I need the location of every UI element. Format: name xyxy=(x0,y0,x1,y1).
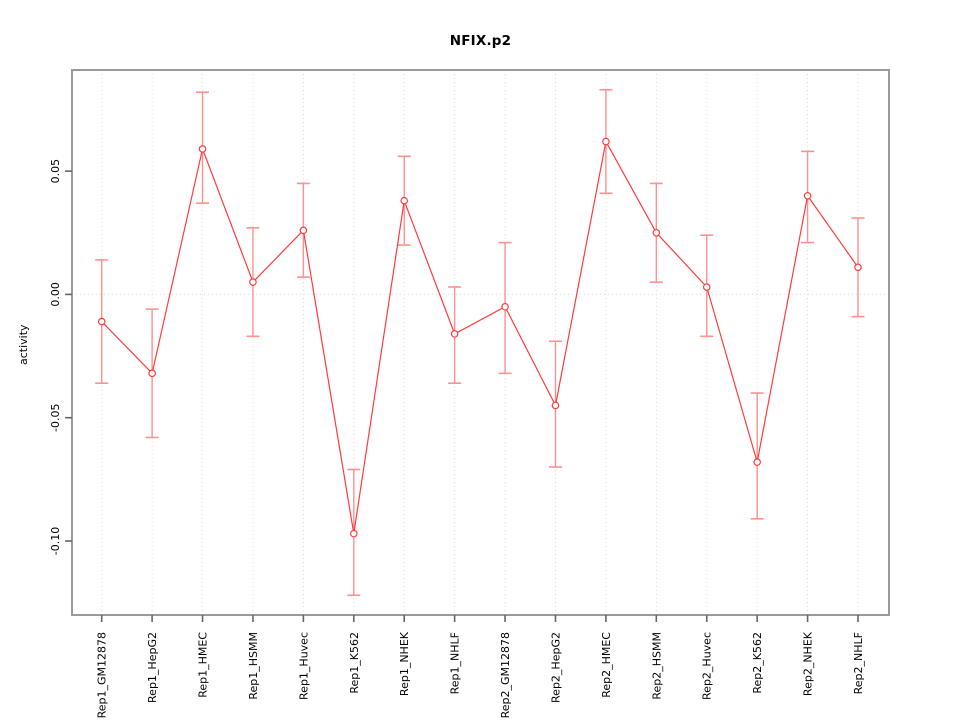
y-tick-label: -0.05 xyxy=(49,403,62,431)
x-tick-label: Rep2_NHLF xyxy=(852,632,865,694)
x-tick-label: Rep1_HepG2 xyxy=(146,632,159,703)
x-tick-label: Rep1_NHLF xyxy=(449,632,462,694)
y-tick-label: 0.00 xyxy=(49,282,62,307)
x-tick-label: Rep2_NHEK xyxy=(802,631,815,696)
chart-title: NFIX.p2 xyxy=(449,33,512,49)
x-tick-label: Rep2_HMEC xyxy=(600,632,613,698)
data-point xyxy=(148,369,156,378)
y-tick-label: -0.10 xyxy=(49,527,62,555)
x-tick-label: Rep2_GM12878 xyxy=(499,632,512,718)
y-tick-label: 0.05 xyxy=(49,159,62,184)
x-tick-label: Rep1_HMEC xyxy=(197,632,210,698)
x-tick-label: Rep2_Huvec xyxy=(701,632,714,700)
data-point xyxy=(702,283,711,291)
data-point xyxy=(803,191,812,200)
data-point xyxy=(97,317,106,326)
data-point xyxy=(652,228,661,237)
data-line xyxy=(101,139,859,534)
data-point xyxy=(753,458,761,466)
data-point xyxy=(400,196,409,205)
data-point xyxy=(349,529,358,538)
x-tick-label: Rep2_HepG2 xyxy=(549,632,562,703)
x-tick-label: Rep2_HSMM xyxy=(650,632,663,700)
x-tick-label: Rep1_GM12878 xyxy=(96,632,109,718)
x-tick-label: Rep1_K562 xyxy=(348,632,361,694)
data-point xyxy=(450,330,459,338)
data-point xyxy=(501,302,509,311)
x-tick-label: Rep1_NHEK xyxy=(398,631,411,696)
data-point xyxy=(551,401,560,410)
x-tick-label: Rep1_HSMM xyxy=(247,632,260,700)
data-point xyxy=(602,137,610,146)
plot-border xyxy=(71,69,890,616)
x-tick-label: Rep2_K562 xyxy=(751,632,764,694)
data-point xyxy=(198,145,207,153)
data-point xyxy=(249,278,257,286)
data-point xyxy=(299,226,308,235)
data-point xyxy=(854,263,862,272)
x-tick-label: Rep1_Huvec xyxy=(297,632,310,700)
